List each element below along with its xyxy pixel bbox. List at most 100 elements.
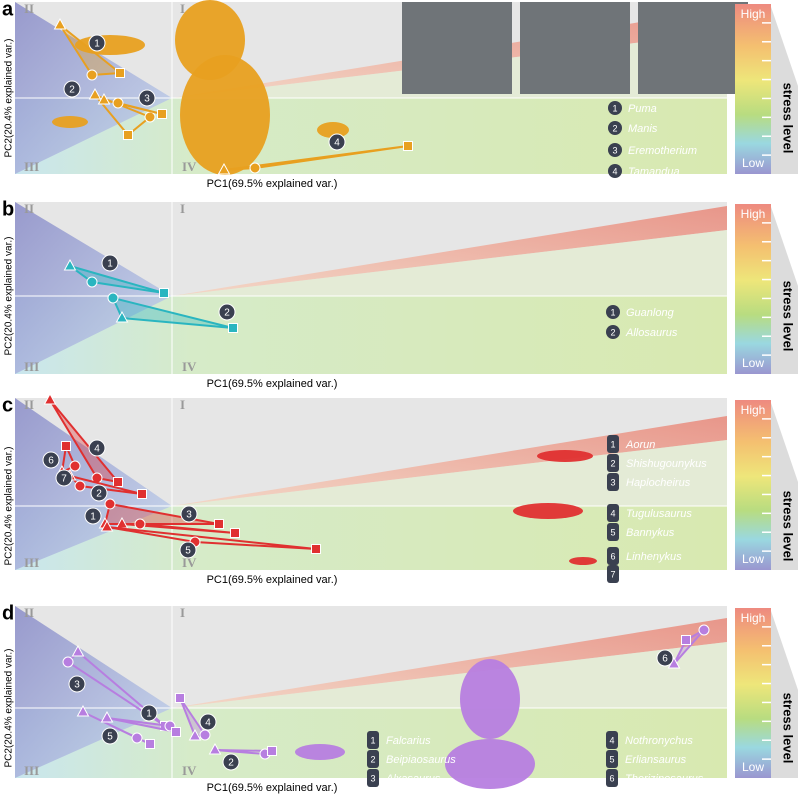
legend-badge [606, 325, 620, 339]
silhouette [52, 116, 88, 128]
colorbar [735, 608, 771, 778]
legend-name: Beipiaosaurus [386, 754, 456, 766]
marker-triangle [208, 742, 222, 755]
group-hull [106, 526, 317, 550]
group-badge [42, 451, 60, 469]
group-hull [66, 650, 166, 727]
marker-square [175, 693, 185, 703]
colorbar-high: High [741, 207, 766, 221]
legend-badge [367, 731, 379, 749]
group-badge [138, 89, 156, 107]
quadrant-label: IV [182, 359, 197, 374]
legend-name: Haplocheirus [626, 477, 691, 489]
colorbar-high: High [741, 611, 766, 625]
legend-name: Aorun [625, 439, 655, 451]
legend-number: 4 [610, 508, 615, 518]
marker-circle [86, 276, 98, 288]
legend-number: 4 [612, 166, 617, 176]
marker-triangle [97, 92, 111, 105]
group-badge [63, 80, 81, 98]
group-badge-number: 6 [662, 654, 668, 665]
marker-triangle [100, 710, 114, 723]
group-badge [90, 484, 108, 502]
marker-triangle [53, 17, 67, 30]
group-badge-number: 1 [107, 259, 113, 270]
group-badge-number: 1 [94, 39, 100, 50]
photo [638, 2, 748, 94]
group-badge-number: 2 [69, 85, 75, 96]
group-hull [223, 145, 409, 171]
legend-name: Shishugounykus [626, 458, 707, 470]
group-badge-number: 4 [205, 718, 211, 729]
silhouette [513, 503, 583, 519]
marker-circle [199, 729, 211, 741]
quadrant-label: IV [182, 763, 197, 778]
marker-square [403, 141, 413, 151]
group-badge-number: 1 [146, 709, 152, 720]
legend-name: Manis [628, 123, 658, 135]
legend-badge [608, 101, 622, 115]
colorbar-title: stress level [781, 281, 796, 352]
marker-square [61, 441, 71, 451]
marker-triangle [115, 310, 129, 323]
colorbar-high: High [741, 403, 766, 417]
photo [520, 2, 630, 94]
colorbar-high: High [741, 7, 766, 21]
marker-triangle [100, 519, 114, 532]
x-axis-label: PC1(69.5% explained var.) [207, 574, 338, 586]
region-purple [15, 398, 172, 570]
marker-square [157, 109, 167, 119]
legend-number: 2 [610, 458, 615, 468]
group-badge [179, 541, 197, 559]
legend-number: 5 [609, 754, 614, 764]
group-badge [68, 675, 86, 693]
group-hull [121, 523, 236, 534]
legend-number: 3 [370, 773, 375, 783]
legend-name: Guanlong [626, 307, 675, 319]
group-hull [60, 442, 77, 474]
legend-number: 1 [610, 439, 615, 449]
legend-badge [608, 143, 622, 157]
panel-letter: d [2, 602, 14, 624]
x-axis-label: PC1(69.5% explained var.) [207, 378, 338, 390]
group-badge [101, 254, 119, 272]
group-hull [69, 265, 165, 294]
legend-name: Tugulusaurus [626, 508, 692, 520]
silhouette [445, 739, 535, 789]
group-badge [222, 753, 240, 771]
marker-circle [144, 111, 156, 123]
quadrant-label: I [180, 1, 185, 16]
marker-square [267, 746, 277, 756]
marker-triangle [217, 162, 231, 175]
legend-badge [606, 731, 618, 749]
colorbar-title: stress level [781, 693, 796, 764]
legend-name: Therizinosaurus [625, 773, 704, 785]
marker-square [113, 477, 123, 487]
marker-triangle [71, 644, 85, 657]
legend-name: Bannykus [626, 527, 675, 539]
colorbar [735, 400, 771, 570]
legend-badge [606, 305, 620, 319]
legend-number: 6 [609, 773, 614, 783]
marker-square [137, 489, 147, 499]
y-axis-label: PC2(20.4% explained var.) [4, 447, 15, 566]
legend-number: 3 [612, 145, 617, 155]
group-badge-number: 3 [74, 680, 80, 691]
marker-square [145, 739, 155, 749]
colorbar [735, 4, 771, 174]
marker-circle [69, 460, 81, 472]
marker-square [115, 68, 125, 78]
region-green-wedge [172, 642, 727, 708]
marker-circle [107, 292, 119, 304]
marker-triangle [88, 87, 102, 100]
marker-circle [62, 656, 74, 668]
colorbar-shadow [770, 400, 798, 570]
marker-circle [249, 162, 261, 174]
marker-triangle [76, 704, 90, 717]
legend-badge [607, 565, 619, 583]
legend-number: 6 [610, 551, 615, 561]
group-badge [84, 507, 102, 525]
group-badge-number: 7 [61, 474, 67, 485]
colorbar-shadow [770, 608, 798, 778]
legend-badge [607, 435, 619, 453]
